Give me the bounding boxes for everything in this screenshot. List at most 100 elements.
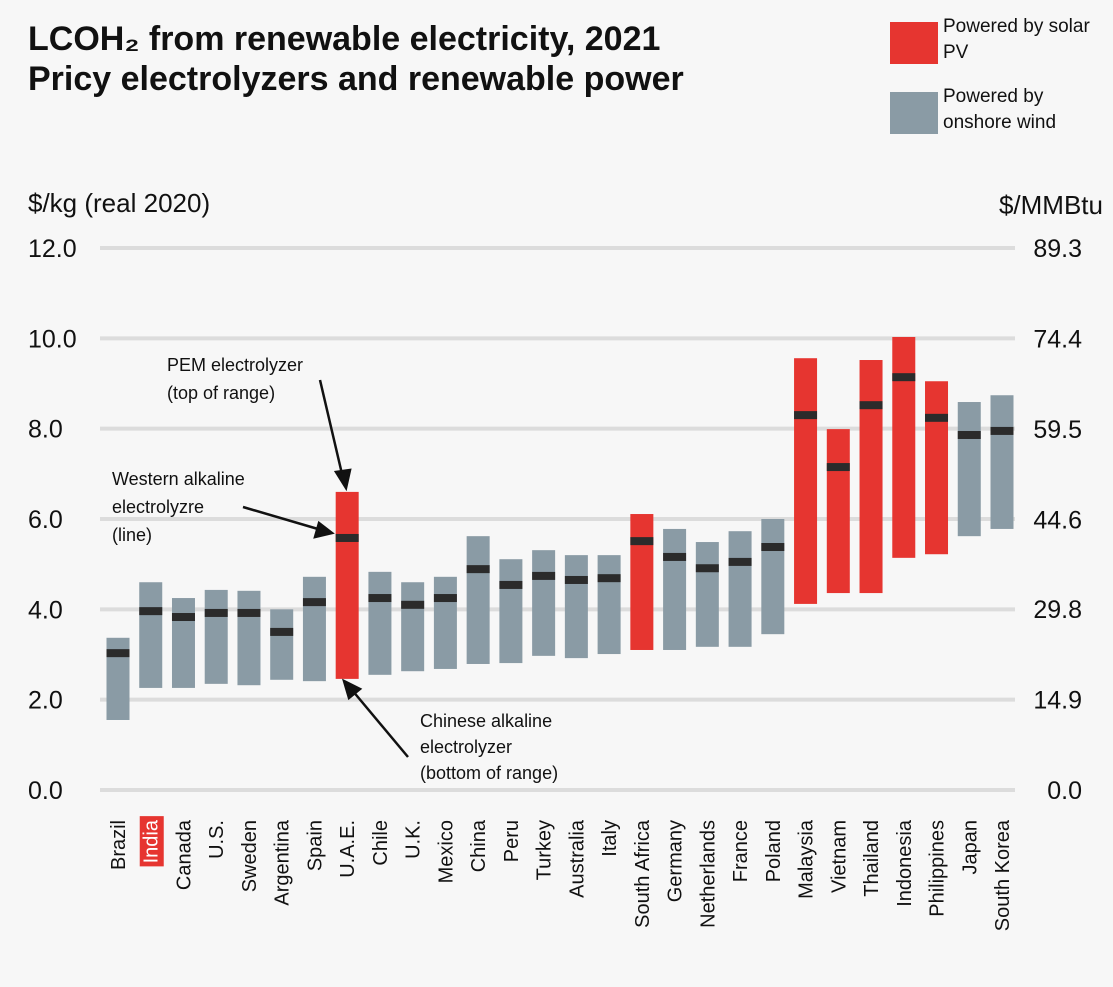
mid-line (794, 411, 818, 420)
annotation: electrolyzer (420, 737, 512, 757)
legend-swatch (890, 22, 938, 64)
y2-tick-label: 29.8 (1033, 596, 1082, 624)
mid-line (564, 575, 588, 584)
y-tick-label: 12.0 (28, 235, 77, 263)
y2-tick-label: 89.3 (1033, 235, 1082, 263)
range-bar (368, 571, 392, 675)
mid-line (466, 565, 490, 574)
x-tick-label: China (468, 819, 490, 872)
range-bar (859, 360, 883, 594)
range-bar (826, 429, 850, 594)
x-tick-label: Peru (501, 820, 523, 862)
mid-line (957, 430, 981, 439)
annotation: (line) (112, 525, 152, 545)
range-bar (597, 555, 621, 655)
mid-line (630, 537, 654, 546)
x-tick-label: Italy (599, 820, 621, 857)
chart-subtitle: Pricy electrolyzers and renewable power (28, 60, 684, 98)
mid-line (597, 574, 621, 583)
x-tick-label: Philippines (927, 820, 949, 917)
x-tick-label: Netherlands (697, 820, 719, 928)
mid-line (401, 600, 425, 609)
y-tick-label: 2.0 (28, 687, 63, 715)
arrowhead (341, 678, 363, 701)
mid-line (433, 594, 457, 603)
mid-line (139, 607, 163, 616)
annotation: Chinese alkaline (420, 711, 552, 731)
range-bar (794, 358, 818, 604)
x-tick-label: Indonesia (894, 819, 916, 907)
mid-line (106, 649, 130, 658)
range-bar (237, 590, 261, 686)
annotation: PEM electrolyzer (167, 355, 303, 375)
mid-line (499, 580, 523, 589)
x-tick-label: South Africa (632, 819, 654, 928)
y2-tick-label: 14.9 (1033, 687, 1082, 715)
mid-line (859, 401, 883, 410)
mid-line (237, 608, 261, 617)
x-tick-label: Vietnam (828, 820, 850, 893)
x-tick-label: Poland (763, 820, 785, 882)
range-bar (564, 555, 588, 659)
y2-tick-label: 59.5 (1033, 416, 1082, 444)
range-bar (728, 531, 752, 647)
mid-line (302, 598, 326, 607)
annotations (242, 379, 409, 758)
y-tick-label: 8.0 (28, 416, 63, 444)
highlight-box (139, 816, 164, 867)
chart-title: LCOH₂ from renewable electricity, 2021 (28, 20, 660, 58)
y-tick-label: 0.0 (28, 777, 63, 805)
x-tick-label: Thailand (861, 820, 883, 897)
mid-line (925, 413, 949, 422)
range-bar (106, 637, 130, 720)
range-bar (761, 519, 785, 635)
range-bar (401, 582, 425, 672)
annotation: electrolyzre (112, 497, 204, 517)
mid-line (892, 373, 916, 382)
x-tick-label: Australia (566, 819, 588, 898)
range-bar (990, 395, 1014, 529)
range-bar (433, 576, 457, 669)
mid-line (204, 608, 228, 617)
mid-line (368, 594, 392, 603)
y-tick-label: 10.0 (28, 325, 77, 353)
mid-line (532, 571, 556, 580)
mid-line (663, 552, 687, 561)
range-bar (925, 381, 949, 555)
x-tick-label: U.S. (206, 820, 228, 859)
mid-line (270, 627, 294, 636)
legend-item: Powered by solar PV (890, 14, 1093, 66)
y2-tick-label: 0.0 (1047, 777, 1082, 805)
arrowhead (333, 468, 352, 492)
grid: 0.0 2.0 4.0 6.0 8.0 10.0 12.0 0.0 14.9 29.8 44.6 59… (28, 235, 1082, 805)
x-tick-label: Germany (665, 820, 687, 902)
x-tick-label: Argentina (272, 819, 294, 905)
arrowhead (313, 520, 335, 539)
range-bar (335, 491, 359, 679)
x-tick-label: France (730, 820, 752, 882)
mid-line (171, 613, 195, 622)
range-bar (171, 598, 195, 688)
x-tick-label: Spain (304, 820, 326, 871)
mid-line (695, 564, 719, 573)
y-tick-label: 6.0 (28, 506, 63, 534)
annotation: (bottom of range) (420, 763, 558, 783)
legend-swatch (890, 92, 938, 134)
y2-tick-label: 74.4 (1033, 325, 1082, 353)
range-bar (204, 589, 228, 684)
y-tick-label: 4.0 (28, 596, 63, 624)
range-bar (302, 576, 326, 682)
arrow (242, 505, 319, 531)
x-tick-label: Japan (959, 820, 981, 875)
legend-item: Powered by onshore wind (890, 84, 1093, 136)
mid-line (761, 543, 785, 552)
x-labels: Brazil India Canada U.S. Sweden Argentina Spai… (108, 816, 1014, 931)
range-bar (499, 559, 523, 664)
bars (106, 336, 1014, 720)
range-bar (630, 514, 654, 650)
x-tick-label: Canada (173, 819, 195, 890)
range-bar (270, 609, 294, 680)
range-bar (892, 336, 916, 558)
range-bar (663, 528, 687, 650)
